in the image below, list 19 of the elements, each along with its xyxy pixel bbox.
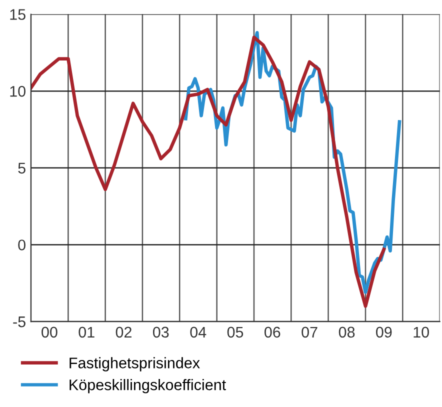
x-tick-label: 03: [152, 326, 169, 338]
y-tick-label: 15: [10, 9, 26, 20]
x-tick-label: 02: [116, 326, 132, 338]
x-tick-label: 05: [227, 326, 244, 338]
legend-label: Fastighetsprisindex: [70, 357, 200, 372]
x-tick-label: 07: [302, 326, 318, 338]
y-tick-label: 0: [18, 240, 26, 250]
line-series: [30, 36, 386, 308]
y-tick-label: -5: [13, 316, 26, 328]
x-tick-label: 01: [78, 326, 94, 338]
x-tick-label: 10: [414, 326, 429, 338]
x-tick-label: 00: [42, 326, 58, 338]
y-tick-label: 5: [18, 162, 26, 174]
x-tick-label: 08: [338, 326, 355, 338]
x-tick-label: 09: [376, 326, 392, 338]
legend-label: Köpeskillingskoefficient: [70, 379, 226, 394]
y-tick-label: 10: [10, 86, 26, 97]
x-tick-label: 04: [190, 326, 206, 338]
x-tick-label: 06: [264, 326, 280, 338]
